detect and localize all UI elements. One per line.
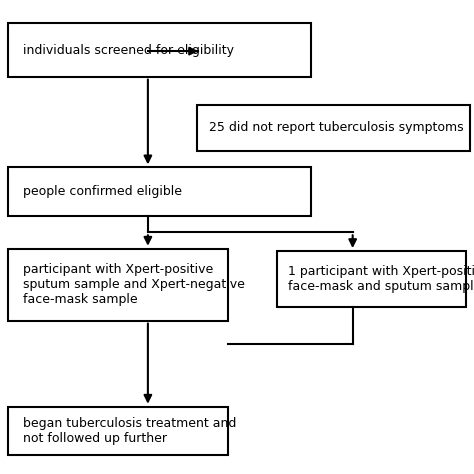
FancyBboxPatch shape xyxy=(197,105,470,151)
Text: 25 did not report tuberculosis symptoms: 25 did not report tuberculosis symptoms xyxy=(209,121,463,134)
Text: 1 participant with Xpert-positive
face-mask and sputum sample: 1 participant with Xpert-positive face-m… xyxy=(288,265,474,293)
FancyBboxPatch shape xyxy=(8,167,311,216)
FancyBboxPatch shape xyxy=(277,251,466,307)
Text: participant with Xpert-positive
sputum sample and Xpert-negative
face-mask sampl: participant with Xpert-positive sputum s… xyxy=(23,263,245,306)
Text: began tuberculosis treatment and
not followed up further: began tuberculosis treatment and not fol… xyxy=(23,417,236,445)
FancyBboxPatch shape xyxy=(8,23,311,77)
FancyBboxPatch shape xyxy=(8,407,228,456)
Text: individuals screened for eligibility: individuals screened for eligibility xyxy=(23,44,234,57)
FancyBboxPatch shape xyxy=(8,249,228,320)
Text: people confirmed eligible: people confirmed eligible xyxy=(23,185,182,198)
